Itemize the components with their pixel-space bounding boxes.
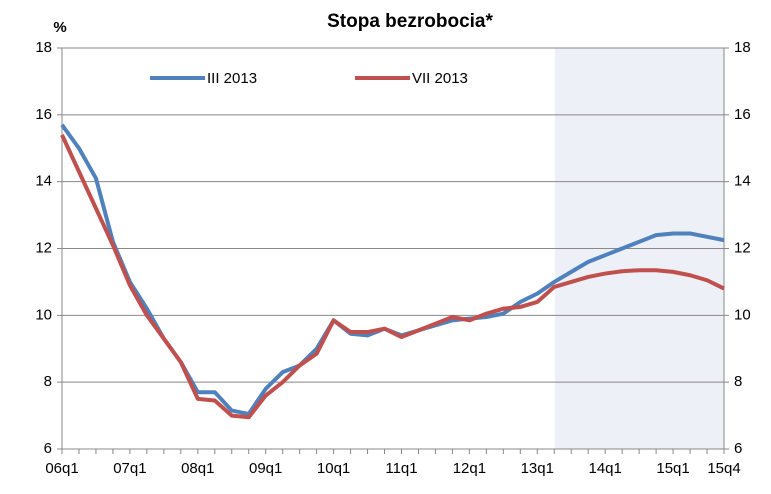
series-line <box>60 134 725 420</box>
y-tick-label: 6 <box>44 440 52 457</box>
y-axis-label: % <box>53 19 66 36</box>
y-tick-label: 18 <box>35 39 52 56</box>
y2-tick-label: 16 <box>734 106 751 123</box>
y-tick-label: 12 <box>35 239 52 256</box>
y2-tick-label: 8 <box>734 373 742 390</box>
y2-tick-label: 10 <box>734 306 751 323</box>
x-tick-label: 11q1 <box>385 460 417 477</box>
x-tick-label: 10q1 <box>317 460 350 477</box>
chart-title: Stopa bezrobocia* <box>327 11 493 32</box>
y2-tick-label: 14 <box>734 173 751 190</box>
x-tick-label: 15q4 <box>707 460 740 477</box>
y-tick-label: 10 <box>35 306 52 323</box>
x-tick-label: 09q1 <box>249 460 282 477</box>
y2-tick-label: 6 <box>734 440 742 457</box>
x-tick-label: 12q1 <box>453 460 486 477</box>
legend-label: III 2013 <box>207 70 257 87</box>
x-tick-label: 15q1 <box>656 460 689 477</box>
y2-tick-label: 18 <box>734 39 751 56</box>
x-tick-label: 14q1 <box>588 460 621 477</box>
y-tick-label: 14 <box>35 173 52 190</box>
y-tick-label: 16 <box>35 106 52 123</box>
x-tick-label: 06q1 <box>45 460 78 477</box>
x-tick-label: 13q1 <box>521 460 554 477</box>
y-tick-label: 8 <box>44 373 52 390</box>
y2-tick-label: 12 <box>734 239 751 256</box>
x-tick-label: 08q1 <box>181 460 214 477</box>
legend-label: VII 2013 <box>412 70 468 87</box>
x-tick-label: 07q1 <box>113 460 146 477</box>
